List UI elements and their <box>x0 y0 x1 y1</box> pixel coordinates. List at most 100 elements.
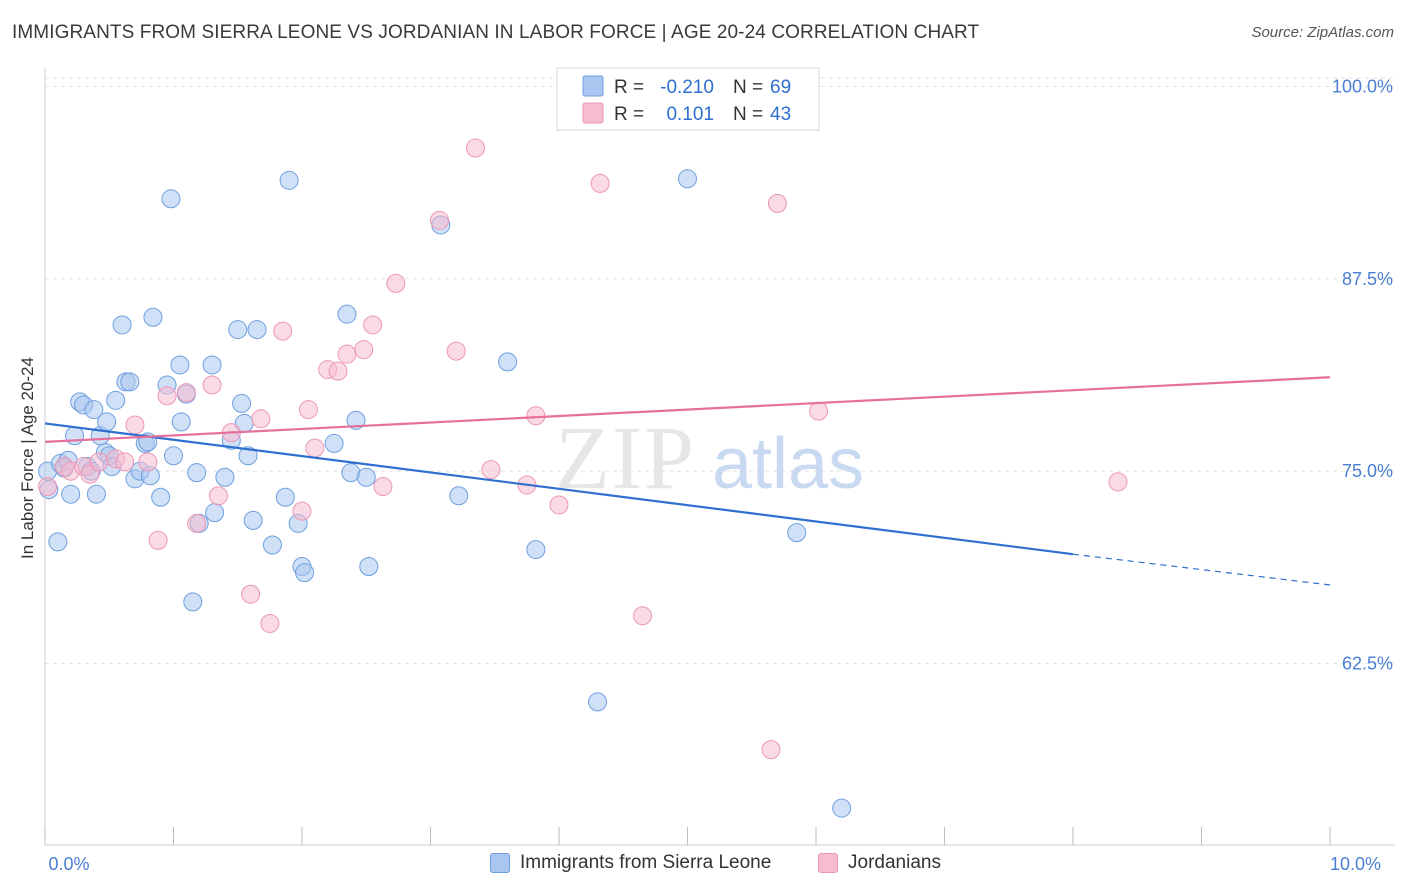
jordanian-point-17 <box>241 584 261 604</box>
watermark-zip: ZIP <box>555 409 696 508</box>
sierra-leone-point-46 <box>238 446 258 466</box>
jordanian-point-0 <box>38 477 58 497</box>
legend-swatch-sierra-leone <box>490 853 510 873</box>
legend-item-sierra-leone: Immigrants from Sierra Leone <box>490 852 771 874</box>
jordanian-point-27 <box>354 340 374 360</box>
sierra-leone-point-2 <box>48 532 68 552</box>
jordanian-point-23 <box>305 438 325 458</box>
y-tick-label-2: 75.0% <box>1342 461 1393 481</box>
sierra-leone-point-66 <box>678 169 697 189</box>
legend-r-value-1: -0.210 <box>660 77 714 98</box>
jordanian-point-11 <box>157 386 177 406</box>
jordanian-point-32 <box>446 341 466 361</box>
sierra-leone-point-60 <box>359 557 379 577</box>
sierra-leone-point-36 <box>183 592 203 612</box>
jordanian-point-29 <box>373 477 393 497</box>
legend-item-jordanians: Jordanians <box>818 852 941 874</box>
jordanian-point-19 <box>260 613 280 633</box>
sierra-leone-point-28 <box>143 307 163 327</box>
x-tick-labels: 0.0% 10.0% <box>48 854 1381 874</box>
axes <box>44 68 1395 846</box>
y-tick-label-1: 87.5% <box>1342 269 1393 289</box>
sierra-leone-point-55 <box>324 433 344 453</box>
jordanian-point-26 <box>337 344 357 364</box>
sierra-leone-point-56 <box>337 304 357 324</box>
sierra-leone-point-64 <box>526 540 546 560</box>
legend-r-label-1: R = <box>614 77 644 98</box>
jordanian-point-40 <box>761 740 781 760</box>
sierra-leone-point-7 <box>65 426 85 446</box>
jordanian-point-31 <box>429 210 449 230</box>
sierra-leone-point-33 <box>170 355 190 375</box>
data-points <box>38 138 1128 818</box>
jordanian-point-30 <box>386 273 406 293</box>
legend-label-sierra-leone: Immigrants from Sierra Leone <box>520 852 772 873</box>
jordanian-point-7 <box>115 452 135 472</box>
sierra-leone-point-41 <box>215 467 235 487</box>
sierra-leone-trend-segment-0 <box>44 422 1074 556</box>
legend-n-label-1: N = <box>733 77 763 98</box>
sierra-leone-point-68 <box>832 798 852 818</box>
jordanian-point-42 <box>809 401 829 421</box>
watermark: ZIP atlas <box>555 409 864 508</box>
legend-label-jordanians: Jordanians <box>848 852 941 873</box>
sierra-leone-point-49 <box>262 535 282 555</box>
legend-swatch-pink <box>582 102 604 124</box>
sierra-leone-point-44 <box>232 393 252 413</box>
jordanian-point-14 <box>202 375 222 395</box>
sierra-leone-point-20 <box>112 315 132 335</box>
sierra-leone-point-31 <box>161 189 181 209</box>
sierra-leone-point-37 <box>187 463 207 483</box>
jordanian-point-10 <box>148 530 168 550</box>
jordanian-point-28 <box>363 315 383 335</box>
jordanian-point-41 <box>767 193 787 213</box>
jordanian-point-25 <box>328 361 348 381</box>
sierra-leone-point-22 <box>120 372 140 392</box>
legend-n-value-1: 69 <box>770 77 791 98</box>
jordanian-point-5 <box>89 452 109 472</box>
jordanian-point-13 <box>187 513 207 533</box>
x-tick-label-1: 10.0% <box>1330 854 1381 874</box>
legend-swatch-jordanians <box>818 853 838 873</box>
jordanian-point-43 <box>1108 472 1128 492</box>
sierra-leone-point-63 <box>498 352 518 372</box>
sierra-leone-point-32 <box>164 446 183 466</box>
jordanian-point-39 <box>633 606 653 626</box>
jordanian-point-22 <box>298 400 318 420</box>
sierra-leone-point-16 <box>97 412 117 432</box>
sierra-leone-point-65 <box>588 692 608 712</box>
legend-r-label-2: R = <box>614 104 644 125</box>
sierra-leone-point-67 <box>787 523 807 543</box>
sierra-leone-point-43 <box>228 320 248 340</box>
sierra-leone-point-19 <box>106 390 126 410</box>
jordanian-point-8 <box>125 415 145 435</box>
jordanian-point-12 <box>176 383 196 403</box>
watermark-atlas: atlas <box>712 424 864 504</box>
sierra-leone-point-54 <box>295 563 315 583</box>
source-label: Source: ZipAtlas.com <box>1251 24 1394 41</box>
jordanian-point-33 <box>465 138 485 158</box>
legend-r-value-2: 0.101 <box>666 104 714 125</box>
jordanian-point-9 <box>138 452 158 472</box>
y-tick-label-0: 100.0% <box>1332 76 1393 96</box>
series-legend: Immigrants from Sierra Leone Jordanians <box>0 852 1406 878</box>
legend-swatch-blue <box>582 75 604 97</box>
correlation-legend: R = -0.210 N = 69 R = 0.101 N = 43 <box>556 67 820 131</box>
sierra-leone-point-59 <box>356 467 376 487</box>
sierra-leone-point-48 <box>247 320 267 340</box>
sierra-leone-point-6 <box>61 484 81 504</box>
legend-n-value-2: 43 <box>770 104 791 125</box>
sierra-leone-point-34 <box>171 412 191 432</box>
sierra-leone-point-62 <box>449 486 469 506</box>
jordanian-point-36 <box>526 406 546 426</box>
chart-title: IMMIGRANTS FROM SIERRA LEONE VS JORDANIA… <box>12 22 980 43</box>
y-tick-label-3: 62.5% <box>1342 653 1393 673</box>
sierra-leone-point-47 <box>243 510 263 530</box>
jordanian-point-21 <box>292 501 312 521</box>
jordanian-point-38 <box>590 173 610 193</box>
jordanian-point-18 <box>251 409 271 429</box>
jordanian-trend-segment-0 <box>44 376 1331 443</box>
sierra-leone-trend-segment-1 <box>1072 553 1331 586</box>
sierra-leone-point-13 <box>86 484 106 504</box>
